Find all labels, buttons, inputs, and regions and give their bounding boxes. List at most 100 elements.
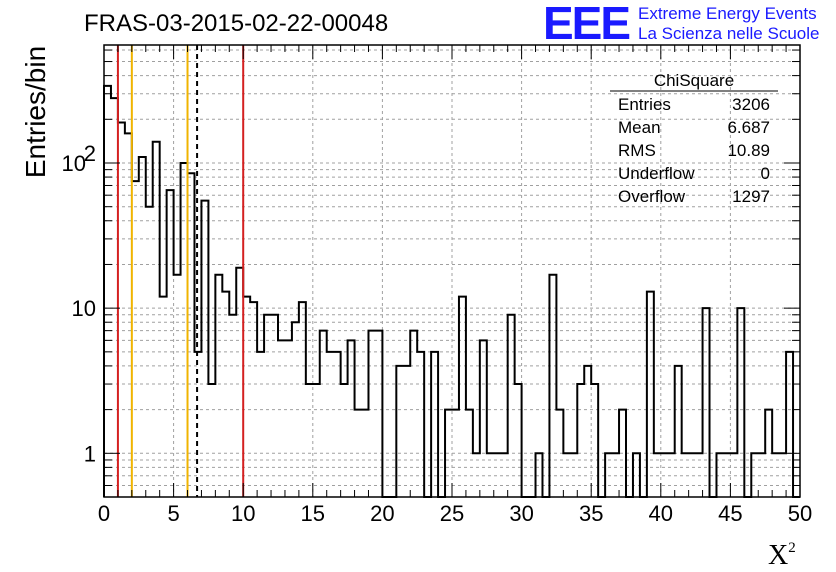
- stats-row-value: 6.687: [727, 118, 770, 137]
- histogram-bin: [751, 453, 758, 497]
- plot-area: [104, 45, 800, 497]
- histogram-bin: [174, 275, 181, 497]
- histogram-bin: [619, 410, 626, 497]
- histogram-bin: [786, 352, 793, 497]
- x-tick-label: 20: [370, 501, 394, 526]
- histogram-bin: [772, 453, 779, 497]
- histogram-bin: [758, 453, 765, 497]
- histogram-bin: [222, 292, 229, 497]
- x-axis-label: X2: [768, 540, 796, 572]
- y-tick-label-exponent: 2: [84, 141, 96, 166]
- x-axis-label-exponent: 2: [788, 540, 796, 556]
- histogram-bin: [362, 410, 369, 497]
- histogram-bin: [696, 453, 703, 497]
- histogram-bin: [466, 410, 473, 497]
- histogram-bin: [452, 410, 459, 497]
- histogram-bin: [111, 98, 118, 497]
- histogram-bin: [417, 352, 424, 497]
- histogram-bin: [375, 331, 382, 497]
- histogram-bin: [278, 340, 285, 497]
- stats-row-label: Entries: [618, 95, 671, 114]
- stats-row-label: Underflow: [618, 164, 695, 183]
- y-tick-label: 10: [72, 296, 96, 321]
- x-tick-label: 5: [167, 501, 179, 526]
- stats-row-label: Overflow: [618, 187, 686, 206]
- histogram-bin: [508, 315, 515, 497]
- x-tick-label: 0: [98, 501, 110, 526]
- histogram-bin: [236, 268, 243, 497]
- stats-row-label: Mean: [618, 118, 661, 137]
- histogram-bin: [368, 331, 375, 497]
- histogram-bin: [306, 384, 313, 497]
- histogram-bin: [146, 207, 153, 497]
- histogram-bin: [689, 453, 696, 497]
- x-tick-label: 25: [440, 501, 464, 526]
- histogram-bin: [348, 340, 355, 497]
- x-tick-label: 35: [579, 501, 603, 526]
- histogram-bin: [104, 86, 111, 497]
- histogram-bin: [612, 453, 619, 497]
- histogram-bin: [327, 352, 334, 497]
- histogram-bin: [181, 163, 188, 497]
- histogram-bin: [675, 366, 682, 497]
- histogram-bin: [668, 453, 675, 497]
- histogram-bin: [765, 410, 772, 497]
- eee-logo: EEE: [543, 0, 631, 49]
- histogram-bin: [682, 453, 689, 497]
- histogram-bin: [661, 453, 668, 497]
- stats-row-value: 10.89: [727, 141, 770, 160]
- histogram-bin: [139, 157, 146, 497]
- histogram-bin: [494, 453, 501, 497]
- histogram-bin: [584, 366, 591, 497]
- histogram-bin: [229, 315, 236, 497]
- histogram-bin: [459, 297, 466, 497]
- histogram-bin: [396, 366, 403, 497]
- stats-row-value: 3206: [732, 95, 770, 114]
- stats-row-value: 1297: [732, 187, 770, 206]
- histogram-bin: [723, 453, 730, 497]
- histogram-bin: [570, 453, 577, 497]
- histogram-bin: [201, 201, 208, 497]
- histogram-bin: [299, 302, 306, 497]
- histogram-bin: [208, 384, 215, 497]
- x-tick-label: 50: [788, 501, 812, 526]
- histogram-bin: [591, 384, 598, 497]
- histogram-bin: [257, 352, 264, 497]
- histogram-bin: [633, 453, 640, 497]
- eee-tagline-1: Extreme Energy Events: [638, 4, 817, 23]
- x-tick-label: 45: [718, 501, 742, 526]
- histogram-bin: [737, 308, 744, 497]
- x-tick-label: 30: [509, 501, 533, 526]
- histogram-bin: [167, 190, 174, 497]
- histogram-bin: [410, 331, 417, 497]
- histogram-bin: [250, 302, 257, 497]
- y-tick-label: 1: [84, 441, 96, 466]
- histogram-bin: [563, 453, 570, 497]
- y-tick-label: 10: [62, 151, 86, 176]
- eee-tagline-2: La Scienza nelle Scuole: [638, 24, 820, 43]
- x-tick-label: 15: [301, 501, 325, 526]
- histogram-bin: [285, 340, 292, 497]
- histogram-bin: [292, 322, 299, 497]
- histogram-bin: [313, 384, 320, 497]
- histogram-bin: [473, 453, 480, 497]
- histogram-bin: [403, 366, 410, 497]
- histogram-bin: [536, 453, 543, 497]
- histogram-bin: [480, 340, 487, 497]
- histogram-bin: [341, 384, 348, 497]
- histogram-bin: [577, 384, 584, 497]
- histogram-bin: [487, 453, 494, 497]
- stats-row-value: 0: [761, 164, 770, 183]
- histogram-bin: [132, 181, 139, 497]
- stats-title: ChiSquare: [654, 71, 734, 90]
- histogram-bin: [730, 453, 737, 497]
- x-tick-label: 10: [231, 501, 255, 526]
- histogram-bin: [445, 410, 452, 497]
- histogram-bin: [716, 453, 723, 497]
- histogram-bin: [654, 453, 661, 497]
- histogram-bin: [703, 308, 710, 497]
- histogram-bin: [355, 410, 362, 497]
- histogram-bin: [556, 410, 563, 497]
- chart-title: FRAS-03-2015-02-22-00048: [84, 10, 389, 37]
